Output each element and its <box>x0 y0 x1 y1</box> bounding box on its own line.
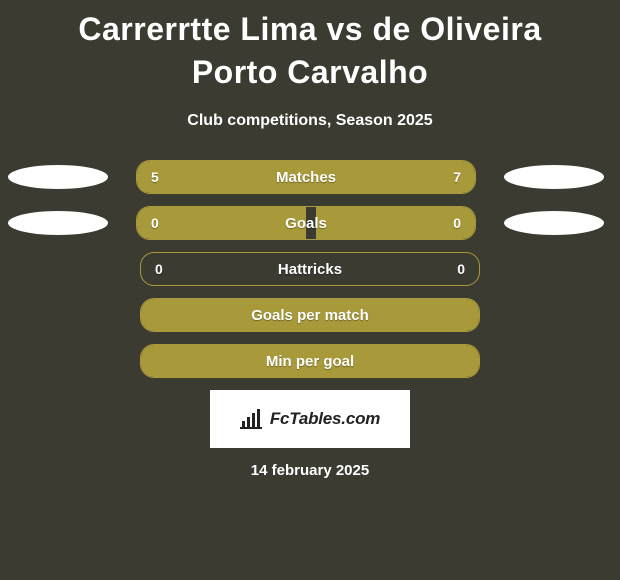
player-right-oval <box>504 211 604 235</box>
stat-value-right: 7 <box>453 161 461 193</box>
stat-label: Hattricks <box>141 253 479 285</box>
page-title: Carrerrtte Lima vs de Oliveira Porto Car… <box>0 8 620 94</box>
stat-bar: Matches5 7 <box>136 160 476 194</box>
stat-label: Min per goal <box>141 345 479 377</box>
stat-row: Min per goal <box>0 344 620 378</box>
player-right-oval <box>504 165 604 189</box>
spacer <box>508 303 608 327</box>
stat-value-left: 5 <box>151 161 159 193</box>
footer-date: 14 february 2025 <box>0 462 620 479</box>
spacer <box>508 349 608 373</box>
brand-logo-text: FcTables.com <box>270 409 380 429</box>
stat-row: Goals0 0 <box>0 206 620 240</box>
player-left-oval <box>8 165 108 189</box>
spacer <box>508 257 608 281</box>
stat-row: Hattricks0 0 <box>0 252 620 286</box>
brand-logo-box: FcTables.com <box>210 390 410 448</box>
stat-rows: Matches57Goals00Hattricks00Goals per mat… <box>0 160 620 378</box>
stat-value-left: 0 <box>155 253 163 285</box>
stat-value-right: 0 <box>457 253 465 285</box>
comparison-widget: Carrerrtte Lima vs de Oliveira Porto Car… <box>0 0 620 479</box>
stat-value-left: 0 <box>151 207 159 239</box>
stat-label: Goals <box>137 207 475 239</box>
stat-label: Matches <box>137 161 475 193</box>
stat-row: Goals per match <box>0 298 620 332</box>
stat-bar: Goals per match <box>140 298 480 332</box>
spacer <box>12 349 112 373</box>
stat-bar: Hattricks0 0 <box>140 252 480 286</box>
stat-value-right: 0 <box>453 207 461 239</box>
bar-chart-icon <box>240 409 264 429</box>
spacer <box>12 303 112 327</box>
brand-logo: FcTables.com <box>240 409 380 429</box>
stat-row: Matches5 7 <box>0 160 620 194</box>
stat-bar: Goals0 0 <box>136 206 476 240</box>
player-left-oval <box>8 211 108 235</box>
stat-label: Goals per match <box>141 299 479 331</box>
subtitle: Club competitions, Season 2025 <box>0 112 620 130</box>
stat-bar: Min per goal <box>140 344 480 378</box>
spacer <box>12 257 112 281</box>
